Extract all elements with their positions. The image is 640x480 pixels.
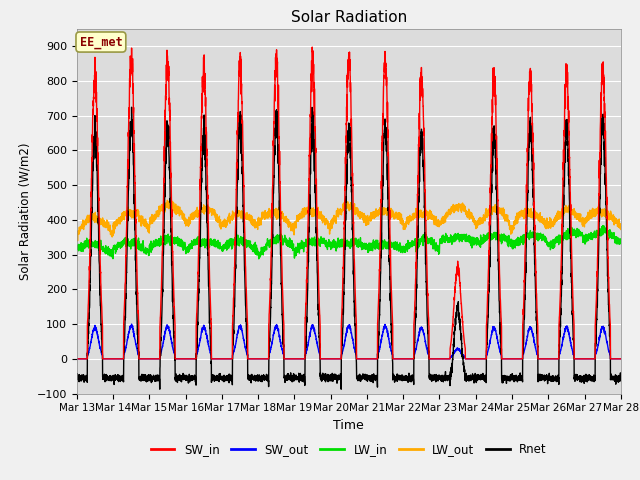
LW_out [73,233,81,239]
SW_out [128,321,136,327]
SW_in [441,356,449,362]
Line: Rnet: Rnet [77,107,621,389]
Text: EE_met: EE_met [79,36,122,48]
LW_out [441,212,449,218]
Rnet [502,375,509,381]
Line: LW_out: LW_out [77,200,621,241]
LW_in [617,240,625,246]
Y-axis label: Solar Radiation (W/m2): Solar Radiation (W/m2) [18,143,31,280]
LW_out [471,220,479,226]
SW_out [616,356,624,362]
Rnet [337,386,345,392]
LW_out [74,238,81,244]
SW_in [616,356,624,362]
Rnet [471,379,479,384]
Rnet [73,374,81,380]
SW_out [617,356,625,362]
SW_out [171,352,179,358]
SW_out [329,356,337,362]
Rnet [128,104,136,110]
SW_in [329,356,337,362]
LW_out [329,219,337,225]
LW_out [171,204,179,209]
Legend: SW_in, SW_out, LW_in, LW_out, Rnet: SW_in, SW_out, LW_in, LW_out, Rnet [146,438,552,461]
LW_out [502,216,509,222]
LW_in [599,223,607,228]
Rnet [617,377,625,383]
SW_out [441,356,449,362]
LW_in [441,234,449,240]
SW_in [617,356,625,362]
Title: Solar Radiation: Solar Radiation [291,10,407,25]
X-axis label: Time: Time [333,419,364,432]
SW_in [171,312,179,318]
Line: LW_in: LW_in [77,226,621,259]
LW_in [73,243,81,249]
SW_in [471,356,479,362]
Rnet [171,349,179,355]
SW_out [471,356,479,362]
LW_in [329,240,337,246]
Rnet [616,373,624,379]
SW_out [502,356,509,362]
Line: SW_in: SW_in [77,47,621,359]
LW_out [164,197,172,203]
LW_in [471,240,479,246]
LW_out [616,222,624,228]
Line: SW_out: SW_out [77,324,621,359]
SW_out [73,356,81,362]
LW_out [617,227,625,232]
SW_in [502,356,509,362]
LW_in [616,239,624,244]
Rnet [329,375,337,381]
Rnet [441,374,449,380]
LW_in [171,241,179,247]
SW_in [308,44,316,50]
LW_in [255,256,262,262]
LW_in [502,235,509,241]
SW_in [73,356,81,362]
